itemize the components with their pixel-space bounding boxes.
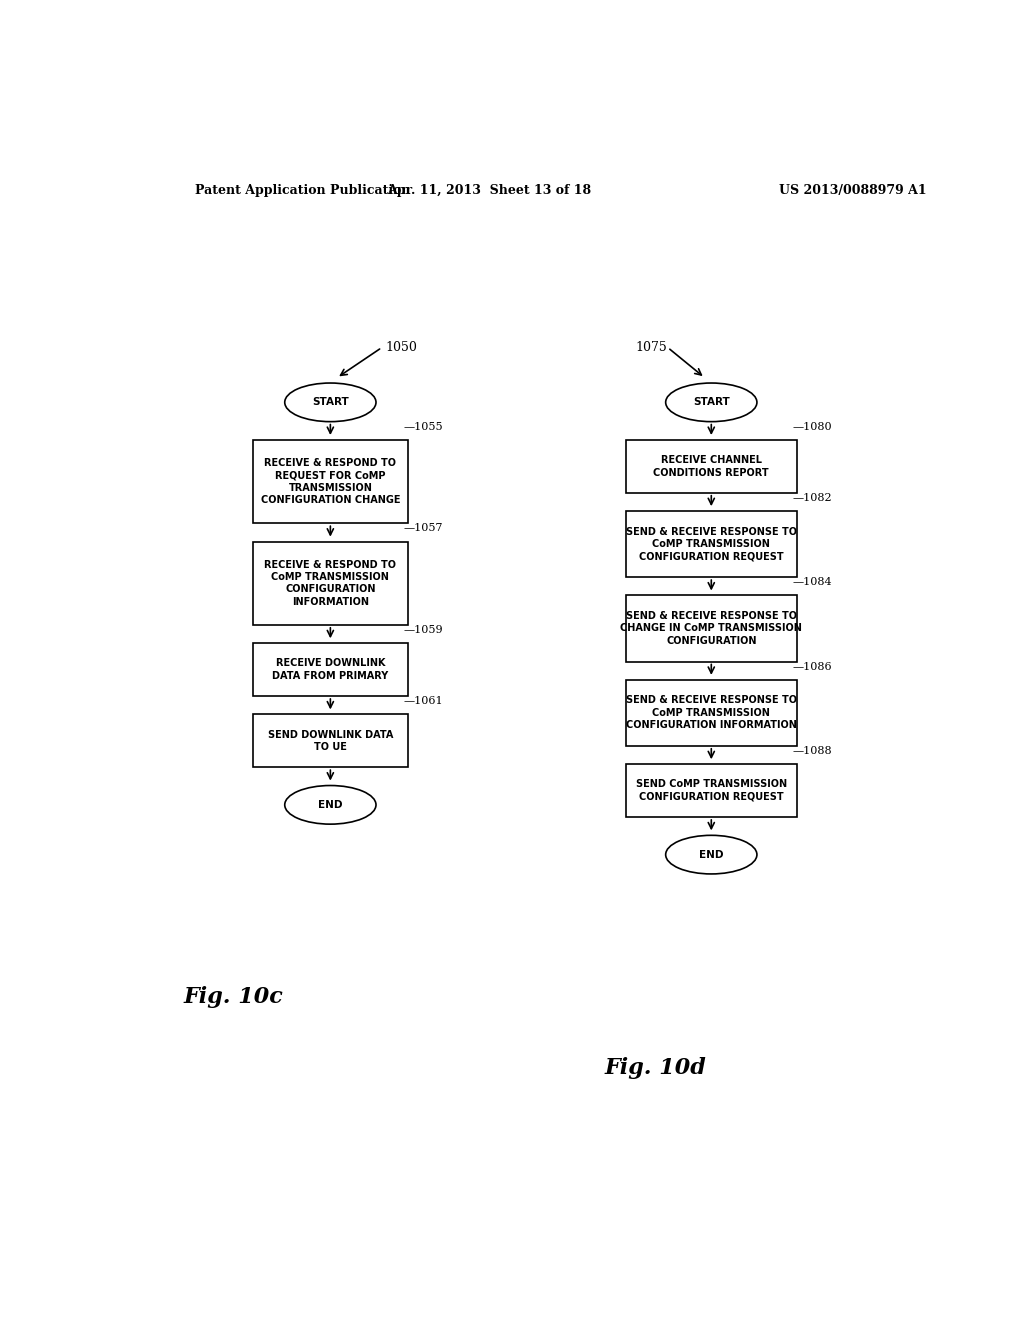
Text: 1075: 1075: [636, 341, 668, 354]
FancyBboxPatch shape: [626, 595, 797, 661]
FancyBboxPatch shape: [626, 680, 797, 746]
Ellipse shape: [666, 383, 757, 421]
Ellipse shape: [285, 785, 376, 824]
Text: RECEIVE CHANNEL
CONDITIONS REPORT: RECEIVE CHANNEL CONDITIONS REPORT: [653, 455, 769, 478]
Text: 1050: 1050: [386, 341, 418, 354]
Text: SEND & RECEIVE RESPONSE TO
CHANGE IN CoMP TRANSMISSION
CONFIGURATION: SEND & RECEIVE RESPONSE TO CHANGE IN CoM…: [621, 611, 802, 645]
FancyBboxPatch shape: [253, 643, 408, 696]
Text: SEND & RECEIVE RESPONSE TO
CoMP TRANSMISSION
CONFIGURATION INFORMATION: SEND & RECEIVE RESPONSE TO CoMP TRANSMIS…: [626, 696, 797, 730]
Ellipse shape: [285, 383, 376, 421]
Text: —1055: —1055: [403, 422, 443, 432]
FancyBboxPatch shape: [253, 541, 408, 624]
Text: END: END: [699, 850, 724, 859]
Text: —1088: —1088: [793, 746, 833, 756]
Text: US 2013/0088979 A1: US 2013/0088979 A1: [778, 183, 927, 197]
Text: START: START: [312, 397, 349, 408]
Text: —1082: —1082: [793, 492, 833, 503]
Text: Patent Application Publication: Patent Application Publication: [196, 183, 411, 197]
Text: —1086: —1086: [793, 661, 833, 672]
Text: SEND DOWNLINK DATA
TO UE: SEND DOWNLINK DATA TO UE: [267, 730, 393, 752]
Text: Apr. 11, 2013  Sheet 13 of 18: Apr. 11, 2013 Sheet 13 of 18: [387, 183, 591, 197]
FancyBboxPatch shape: [626, 764, 797, 817]
Text: —1084: —1084: [793, 577, 833, 587]
FancyBboxPatch shape: [626, 440, 797, 492]
Text: —1057: —1057: [403, 524, 443, 533]
Text: START: START: [693, 397, 730, 408]
Text: SEND CoMP TRANSMISSION
CONFIGURATION REQUEST: SEND CoMP TRANSMISSION CONFIGURATION REQ…: [636, 779, 786, 801]
Text: —1059: —1059: [403, 626, 443, 635]
FancyBboxPatch shape: [626, 511, 797, 577]
Ellipse shape: [666, 836, 757, 874]
Text: Fig. 10c: Fig. 10c: [183, 986, 284, 1008]
Text: SEND & RECEIVE RESPONSE TO
CoMP TRANSMISSION
CONFIGURATION REQUEST: SEND & RECEIVE RESPONSE TO CoMP TRANSMIS…: [626, 527, 797, 561]
Text: RECEIVE & RESPOND TO
REQUEST FOR CoMP
TRANSMISSION
CONFIGURATION CHANGE: RECEIVE & RESPOND TO REQUEST FOR CoMP TR…: [261, 458, 400, 506]
Text: —1080: —1080: [793, 422, 833, 432]
Text: RECEIVE & RESPOND TO
CoMP TRANSMISSION
CONFIGURATION
INFORMATION: RECEIVE & RESPOND TO CoMP TRANSMISSION C…: [264, 560, 396, 607]
FancyBboxPatch shape: [253, 714, 408, 767]
Text: —1061: —1061: [403, 696, 443, 706]
Text: Fig. 10d: Fig. 10d: [604, 1057, 706, 1078]
FancyBboxPatch shape: [253, 440, 408, 523]
Text: RECEIVE DOWNLINK
DATA FROM PRIMARY: RECEIVE DOWNLINK DATA FROM PRIMARY: [272, 659, 388, 681]
Text: END: END: [318, 800, 343, 810]
